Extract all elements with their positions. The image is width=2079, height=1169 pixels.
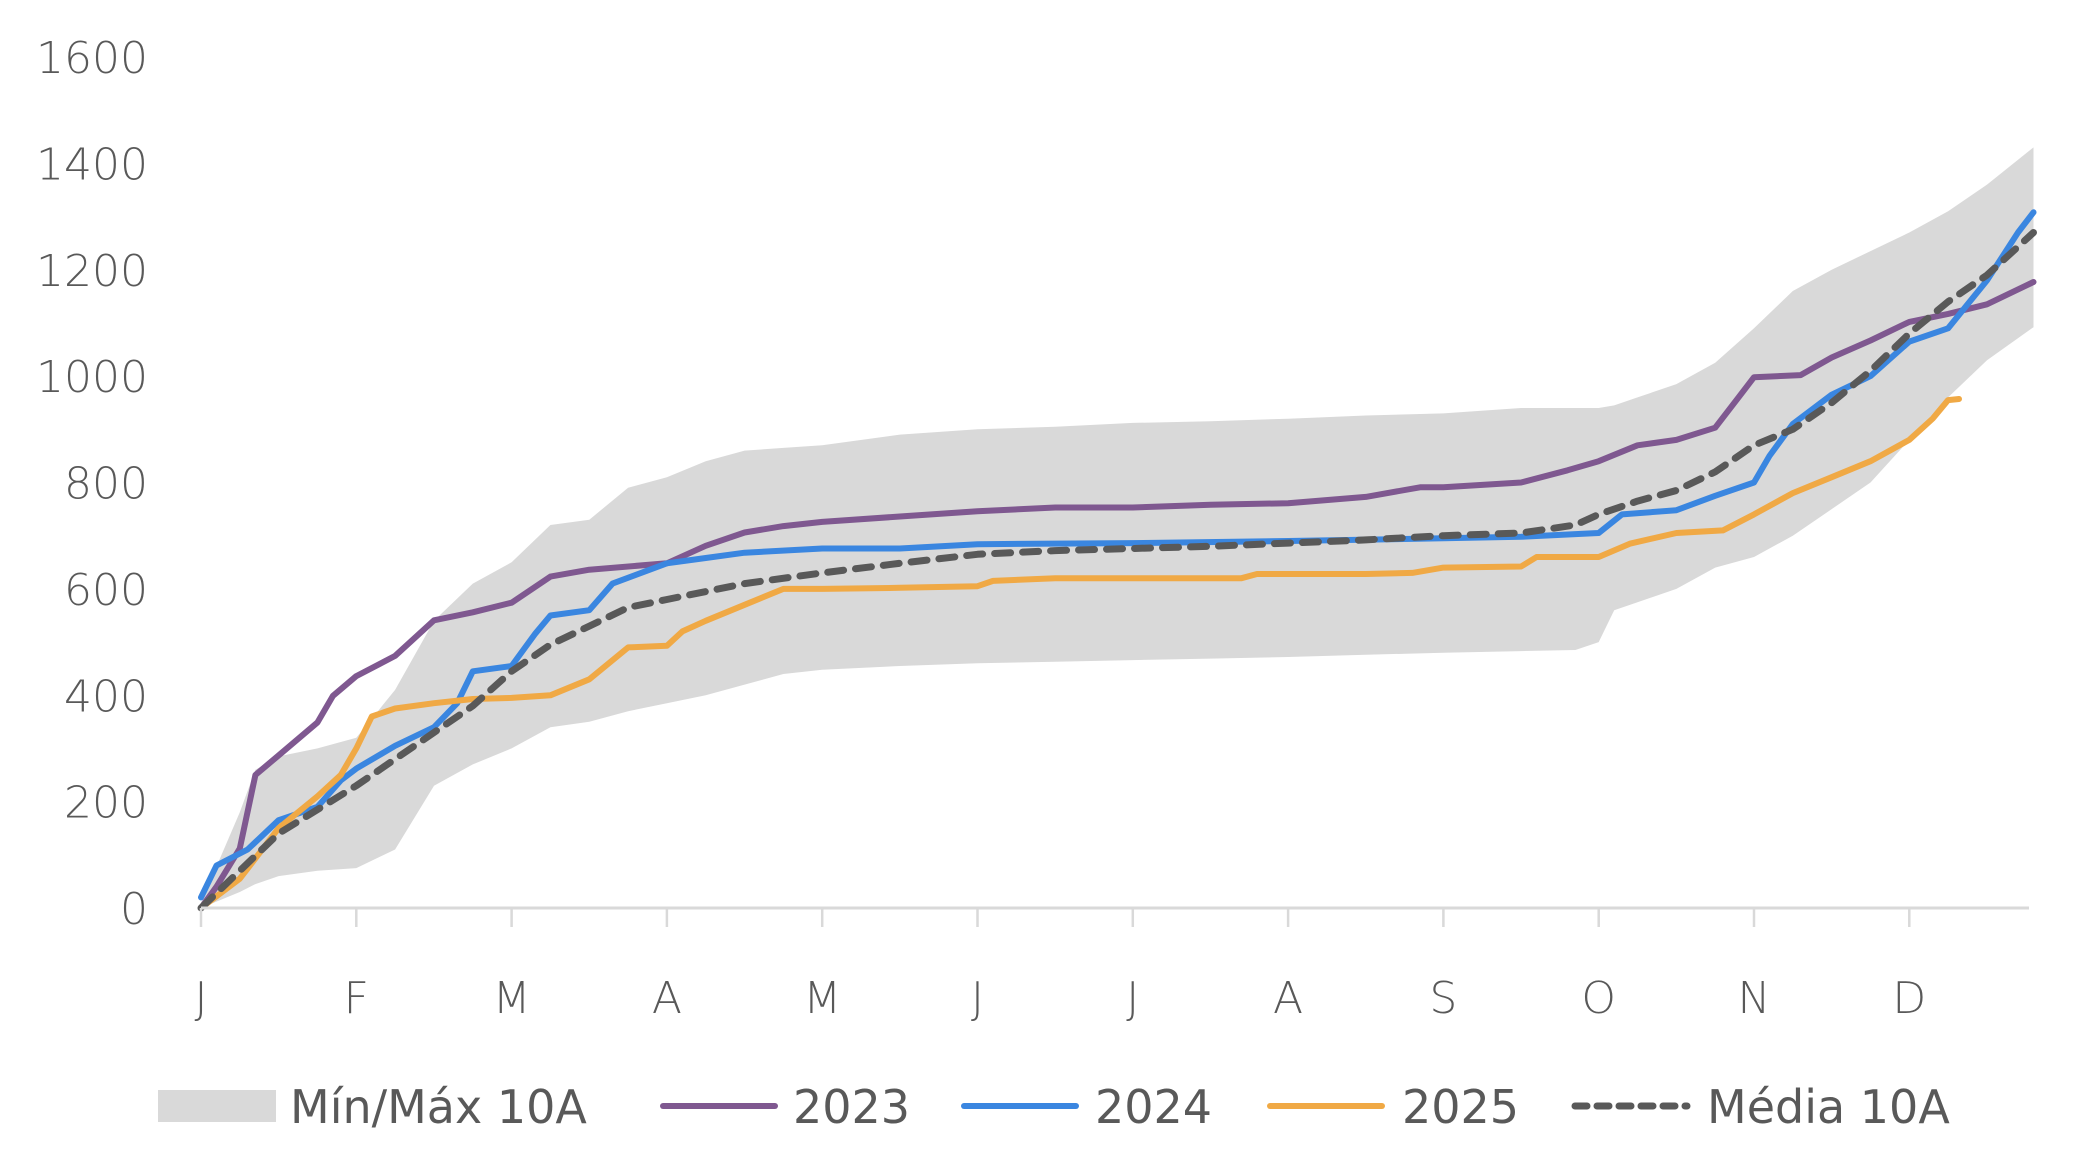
x-tick-label: A [652, 973, 682, 1024]
legend-swatch-band [158, 1090, 276, 1122]
min-max-band [201, 147, 2034, 908]
x-tick-label: S [1429, 973, 1457, 1024]
series-layer [197, 209, 2037, 912]
x-tick-label: M [803, 973, 841, 1024]
legend-label: 2023 [793, 1080, 910, 1134]
y-tick-label: 1000 [36, 352, 148, 403]
y-tick-label: 0 [120, 884, 148, 935]
legend-item-2023: 2023 [660, 1080, 910, 1134]
x-tick-label: A [1273, 973, 1303, 1024]
y-tick-label: 600 [64, 565, 148, 616]
legend-item-m-n-m-x-10a: Mín/Máx 10A [158, 1080, 587, 1134]
series-line-2024 [198, 209, 2037, 901]
x-tick-label: F [344, 973, 369, 1024]
y-tick-label: 1600 [36, 33, 148, 84]
series-line-2025 [198, 396, 1962, 911]
x-axis [199, 906, 2029, 927]
legend-item-m-dia-10a: Média 10A [1571, 1080, 1950, 1134]
legend-label: 2025 [1402, 1080, 1519, 1134]
series-line-m-dia-10a [197, 229, 2037, 912]
series-line-2023 [198, 279, 2037, 911]
legend: Mín/Máx 10A 2023 2024 2025 Média 10A [158, 1080, 1950, 1134]
x-tick-label: J [195, 973, 208, 1024]
x-tick-label: J [1126, 973, 1139, 1024]
x-tick-label: M [493, 973, 531, 1024]
y-tick-label: 400 [64, 671, 148, 722]
y-tick-label: 800 [64, 459, 148, 510]
y-tick-label: 1400 [36, 139, 148, 190]
y-tick-label: 200 [64, 778, 148, 829]
legend-label: Média 10A [1707, 1080, 1950, 1134]
legend-item-2025: 2025 [1267, 1080, 1519, 1134]
x-tick-label: J [971, 973, 984, 1024]
x-tick-label: D [1892, 973, 1926, 1024]
y-tick-label: 1200 [36, 246, 148, 297]
x-tick-label: N [1738, 973, 1771, 1024]
legend-label: 2024 [1095, 1080, 1212, 1134]
y-axis-tick-labels: 0 200 400 600 800 1000 1200 1400 1600 [36, 33, 148, 935]
x-tick-label: O [1581, 973, 1616, 1024]
legend-item-2024: 2024 [961, 1080, 1212, 1134]
min-max-band-layer [201, 147, 2034, 908]
legend-label: Mín/Máx 10A [290, 1080, 587, 1134]
